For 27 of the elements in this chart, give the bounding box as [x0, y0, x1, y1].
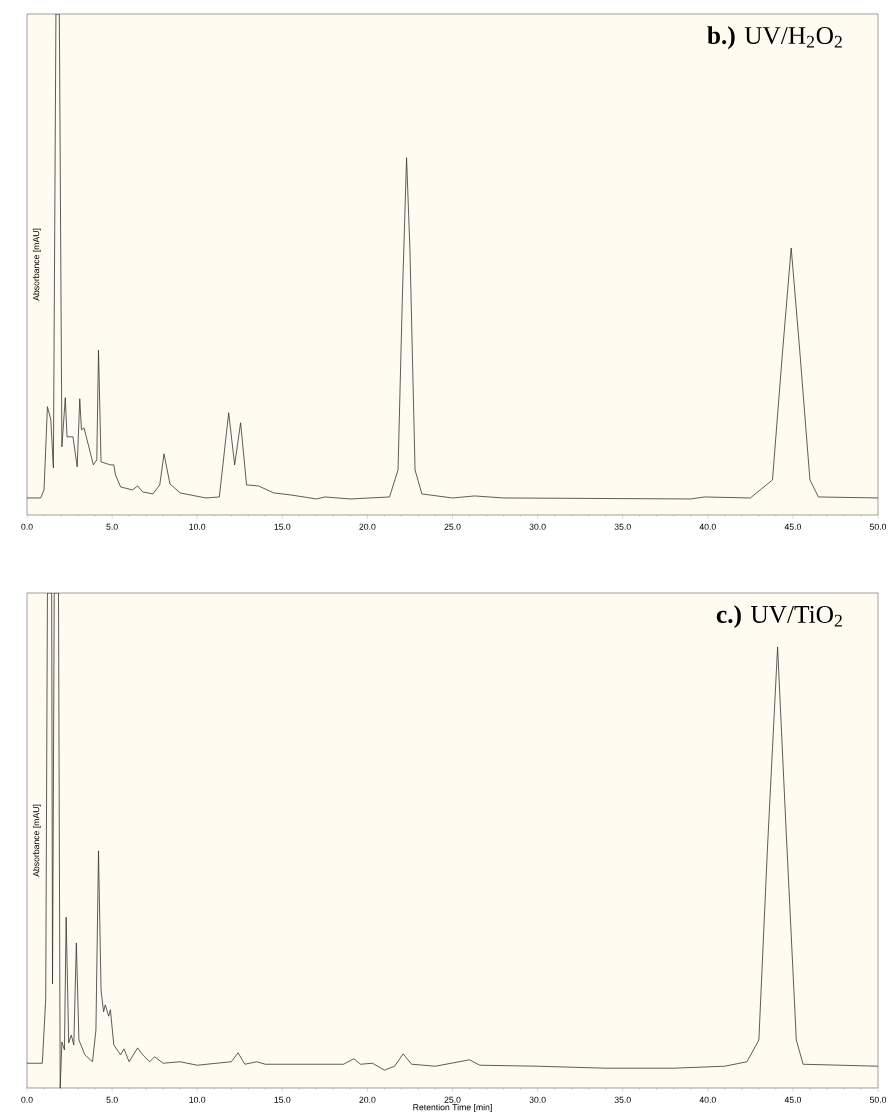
x-tick-label: 35.0 — [614, 1096, 631, 1103]
x-tick-label: 5.0 — [106, 523, 118, 530]
x-tick-label: 45.0 — [784, 523, 801, 530]
x-tick-label: 0.0 — [21, 523, 33, 530]
x-tick-label: 25.0 — [444, 523, 461, 530]
y-axis-title: Absorbance [mAU] — [32, 228, 41, 301]
x-tick-label: 30.0 — [529, 523, 546, 530]
x-tick-label: 50.0 — [869, 1096, 887, 1103]
x-tick-label: 10.0 — [189, 1096, 206, 1103]
x-tick-label: 25.0 — [444, 1096, 461, 1103]
x-tick-label: 40.0 — [699, 1096, 716, 1103]
chart-title: c.) UV/TiO$_{2}$ — [716, 605, 842, 629]
x-tick-label: 20.0 — [359, 523, 376, 530]
x-tick-label: 45.0 — [784, 1096, 801, 1103]
x-tick-label: 20.0 — [359, 1096, 376, 1103]
x-tick-label: 30.0 — [529, 1096, 546, 1103]
chart-title: b.) UV/H$_{2}$O$_{2}$ — [707, 26, 842, 50]
x-tick-label: 15.0 — [274, 1096, 291, 1103]
y-axis-title: Absorbance [mAU] — [32, 804, 41, 877]
x-tick-label: 35.0 — [614, 523, 631, 530]
x-tick-label: 0.0 — [21, 1096, 33, 1103]
x-tick-label: 15.0 — [274, 523, 291, 530]
x-tick-label: 40.0 — [699, 523, 716, 530]
x-tick-label: 10.0 — [189, 523, 206, 530]
x-axis-title: Retention Time [min] — [413, 1104, 492, 1113]
x-tick-label: 5.0 — [106, 1096, 118, 1103]
x-tick-label: 50.0 — [869, 523, 887, 530]
